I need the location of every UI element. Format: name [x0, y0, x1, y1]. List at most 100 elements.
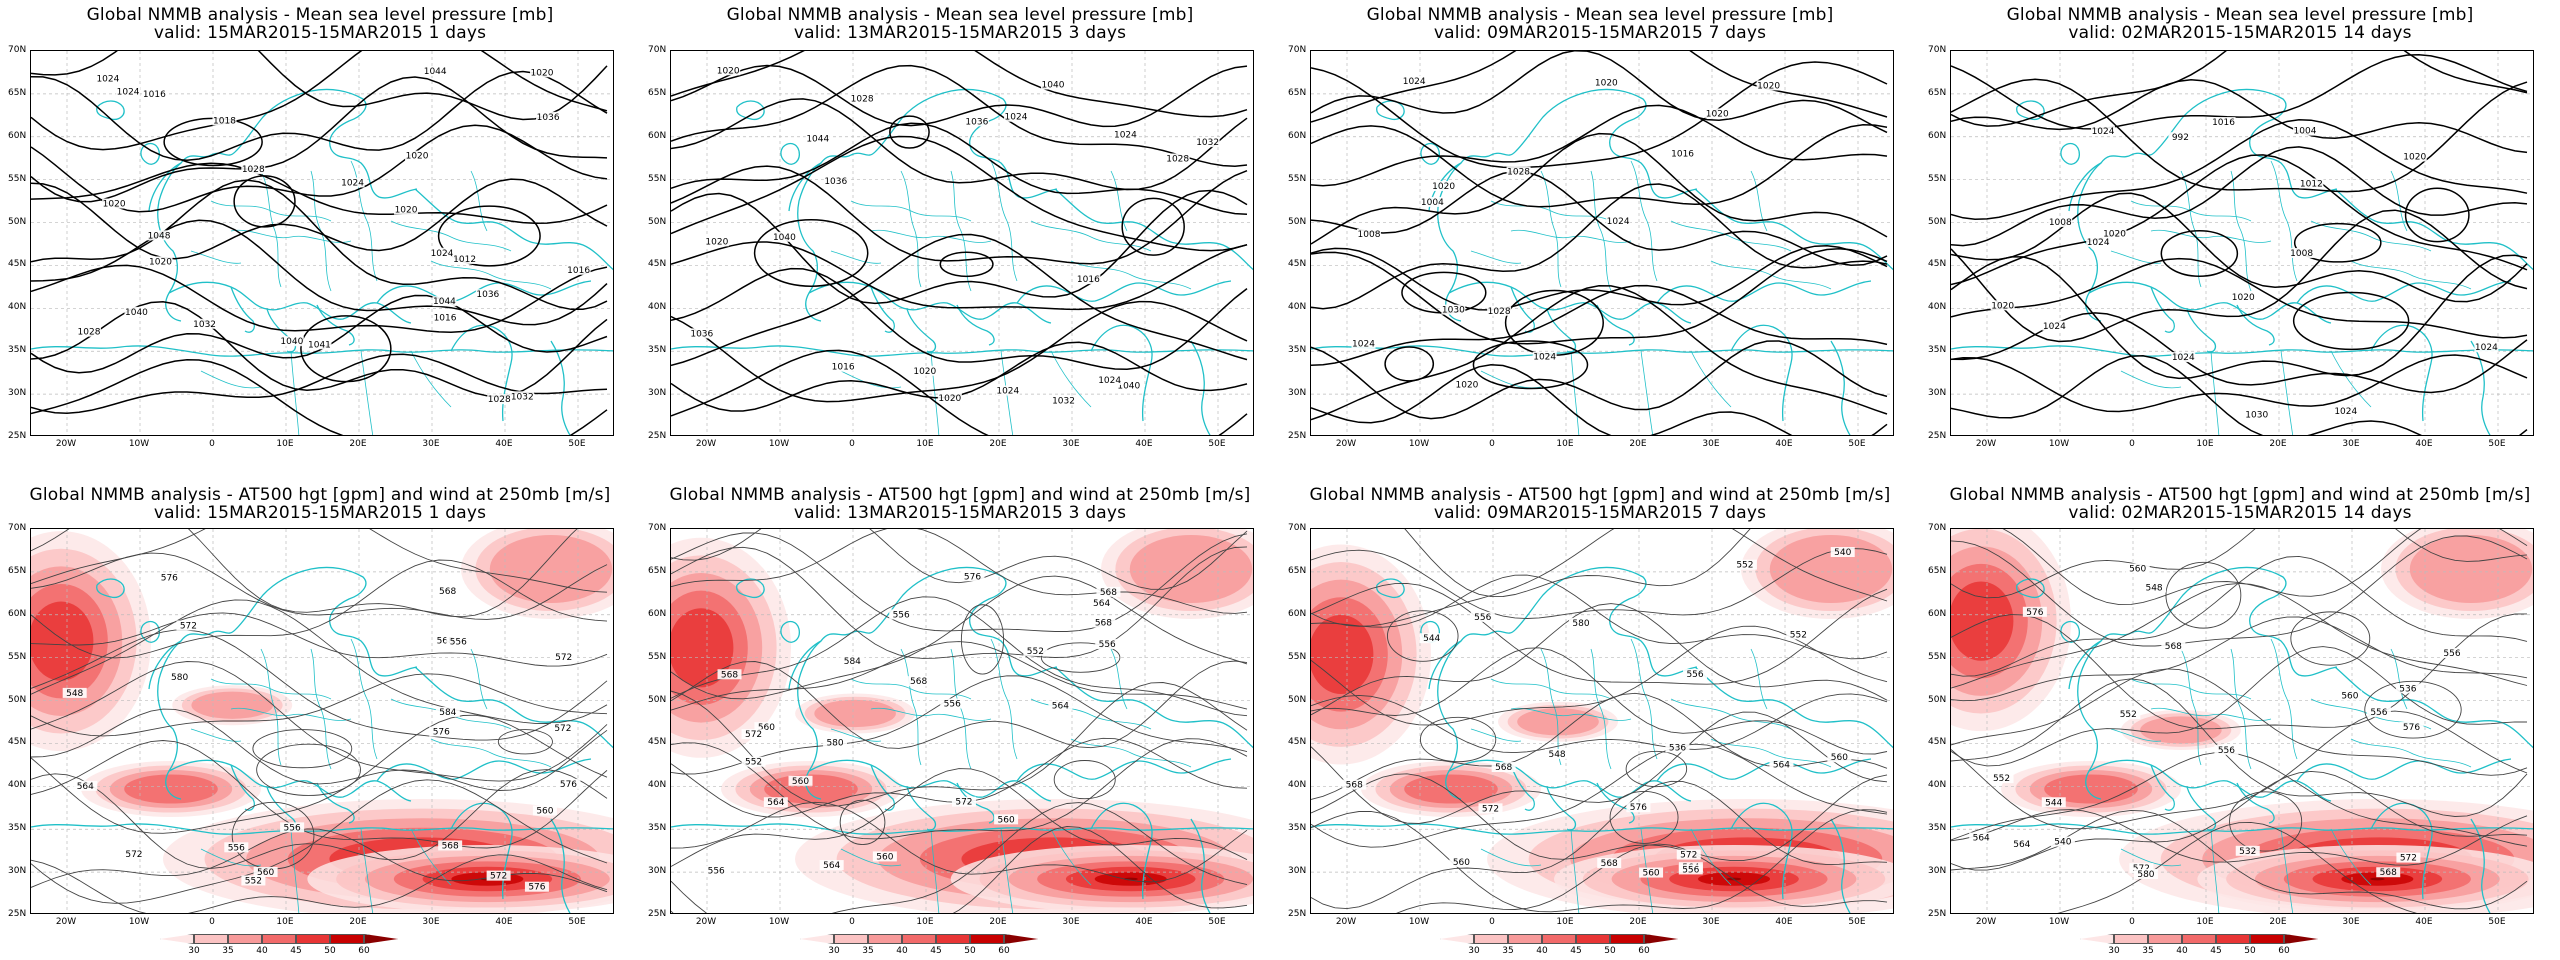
contour-label: 1020: [149, 257, 172, 267]
contour-label: 1016: [1077, 275, 1100, 285]
latitude-label: 60N: [648, 608, 667, 619]
contour-label: 1024: [1352, 340, 1375, 350]
panel-title-line: Global NMMB analysis - AT500 hgt [gpm] a…: [669, 485, 1251, 505]
contour-label: 556: [1099, 640, 1116, 650]
contour-label: 1012: [2300, 179, 2323, 189]
latitude-label: 65N: [8, 565, 27, 576]
panel-title-line: Global NMMB analysis - AT500 hgt [gpm] a…: [1309, 485, 1891, 505]
contour-label: 576: [433, 728, 450, 738]
panel-hgt-3days: Global NMMB analysis - AT500 hgt [gpm] a…: [640, 480, 1280, 960]
contour-label: 572: [1680, 851, 1697, 861]
contour-label: 1024: [2475, 343, 2498, 353]
longitude-label: 0: [2129, 917, 2135, 927]
longitude-label: 0: [209, 917, 215, 927]
colorbar-label: 40: [896, 946, 908, 956]
panel-valid-line: valid: 02MAR2015-15MAR2015 14 days: [2068, 23, 2412, 43]
map-area: 1008 1012 1016 992 1004 1008 1024 1020 1024 1024 1…: [1950, 50, 2534, 436]
colorbar-segment: [330, 934, 364, 944]
contour-label: 1024: [117, 87, 140, 97]
country-borders: [830, 638, 1192, 913]
contour-label: 1024: [96, 74, 119, 84]
contour-label: 548: [66, 689, 83, 699]
contour-label: 1008: [2049, 218, 2072, 228]
panel-title: Global NMMB analysis - Mean sea level pr…: [640, 6, 1280, 42]
contour-label: 552: [745, 758, 762, 768]
colorbar-label: 45: [1570, 946, 1582, 956]
colorbar-label: 50: [2244, 946, 2256, 956]
latitude-label: 70N: [648, 45, 667, 55]
contour-label: 556: [944, 700, 961, 710]
map-canvas: 1008101210169921004100810241020102410241…: [1951, 51, 2533, 435]
contour-label: 1024: [1607, 217, 1630, 227]
longitude-label: 50E: [568, 917, 586, 927]
panel-title: Global NMMB analysis - AT500 hgt [gpm] a…: [640, 486, 1280, 522]
contour-label: 1020: [395, 206, 418, 216]
map-area: 1032 1036 1040 1044 1040 1036 1032 1028 1040 1036…: [670, 50, 1254, 436]
colorbar-segment: [2080, 934, 2114, 944]
contour-label: 1004: [1421, 198, 1444, 208]
contour-label: 1024: [2043, 322, 2066, 332]
colorbar-label: 30: [188, 946, 200, 956]
latitude-label: 35N: [1928, 345, 1947, 356]
panel-title: Global NMMB analysis - Mean sea level pr…: [0, 6, 640, 42]
latitude-label: 35N: [1928, 823, 1947, 834]
contour-labels: 5565525605645685725645685605565605645565…: [704, 571, 1121, 877]
longitude-label: 20E: [349, 917, 367, 927]
colorbar-label: 45: [290, 946, 302, 956]
contour-label: 1041: [308, 340, 331, 350]
contour-label: 572: [490, 872, 507, 882]
panel-title-line: Global NMMB analysis - AT500 hgt [gpm] a…: [29, 485, 611, 505]
latitude-label: 50N: [648, 216, 667, 227]
country-borders: [830, 160, 1192, 435]
latitude-label: 65N: [648, 565, 667, 576]
latitude-label: 50N: [1288, 694, 1307, 705]
contour-label: 1020: [705, 237, 728, 247]
panel-valid-line: valid: 13MAR2015-15MAR2015 3 days: [793, 503, 1127, 523]
longitude-label: 20E: [989, 917, 1007, 927]
contour-label: 564: [2013, 840, 2030, 850]
longitude-label: 50E: [1208, 917, 1226, 927]
contour-label: 580: [1572, 619, 1589, 629]
country-borders: [2110, 638, 2472, 913]
contour-label: 1024: [1114, 130, 1137, 140]
contour-label: 576: [2026, 608, 2043, 618]
contour-label: 568: [1095, 619, 1112, 629]
contour-label: 1032: [193, 320, 216, 330]
contour-label: 568: [2380, 868, 2397, 878]
colorbar-label: 45: [2210, 946, 2222, 956]
colorbar-segment: [2182, 934, 2216, 944]
contour-label: 556: [2218, 746, 2235, 756]
contour-label: 564: [1973, 833, 1990, 843]
coastlines: [1311, 88, 1893, 435]
latitude-label: 45N: [1288, 259, 1307, 270]
panel-valid-line: valid: 09MAR2015-15MAR2015 7 days: [1433, 503, 1767, 523]
contour-label: 576: [528, 883, 545, 893]
contour-label: 560: [758, 723, 775, 733]
latitude-label: 45N: [1928, 737, 1947, 748]
contour-lines: [1951, 529, 2528, 913]
longitude-label: 40E: [1775, 917, 1793, 927]
colorbar-label: 40: [256, 946, 268, 956]
longitude-label: 50E: [2488, 917, 2506, 927]
wind-shading: [671, 529, 1253, 913]
contour-lines: [671, 51, 1248, 435]
contour-lines: [1311, 529, 1888, 913]
contour-label: 1032: [1196, 138, 1219, 148]
panel-valid-line: valid: 15MAR2015-15MAR2015 1 days: [153, 23, 487, 43]
contour-label: 1020: [1757, 81, 1780, 91]
contour-label: 1030: [2245, 410, 2268, 420]
latitude-label: 45N: [1288, 737, 1307, 748]
contour-label: 1028: [242, 165, 265, 175]
latitude-label: 55N: [1928, 651, 1947, 662]
map-area: 1016 1020 1024 1028 1024 1028 1008 1004 1024 1020…: [1310, 50, 1894, 436]
contour-label: 1020: [2103, 229, 2126, 239]
latitude-label: 70N: [648, 523, 667, 533]
longitude-label: 20E: [2269, 439, 2287, 449]
contour-label: 568: [2165, 642, 2182, 652]
wind-colorbar: 30 35 40 45 50 60: [800, 934, 1038, 956]
contour-label: 564: [1773, 760, 1790, 770]
contour-label: 1028: [488, 395, 511, 405]
colorbar-label: 35: [2142, 946, 2154, 956]
contour-label: 1024: [1098, 376, 1121, 386]
contour-label: 1020: [2232, 293, 2255, 303]
